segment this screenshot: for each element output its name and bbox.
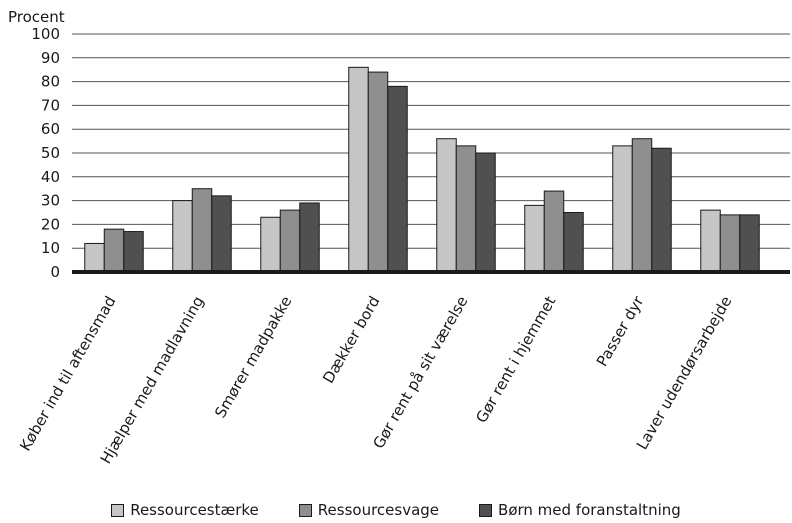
y-tick-label: 60: [41, 120, 60, 138]
bar: [563, 212, 584, 273]
category-label: Gør rent på sit værelse: [369, 293, 471, 452]
bars: [84, 66, 760, 273]
y-tick-label: 90: [41, 49, 60, 67]
y-axis-label: Procent: [8, 8, 65, 26]
legend-label: Ressourcestærke: [130, 501, 259, 519]
bar: [84, 242, 105, 273]
bar: [260, 216, 281, 273]
category-label: Passer dyr: [593, 292, 648, 369]
bar: [172, 200, 193, 273]
y-tick-label: 30: [41, 192, 60, 210]
legend: Ressourcestærke Ressourcesvage Børn med …: [0, 499, 792, 521]
y-tick-label: 50: [41, 144, 60, 162]
y-tick-label: 70: [41, 96, 60, 114]
category-label: Smører madpakke: [211, 293, 295, 421]
y-tick-label: 40: [41, 168, 60, 186]
bar: [123, 231, 144, 273]
bar: [367, 71, 389, 273]
y-tick-label: 20: [41, 215, 60, 233]
bar: [543, 190, 565, 273]
category-label: Dækker bord: [319, 293, 383, 386]
y-tick-label: 100: [31, 25, 60, 43]
category-label: Laver udendørsarbejde: [633, 293, 736, 453]
bar: [739, 214, 760, 273]
bar: [700, 209, 721, 273]
y-tick-label: 0: [50, 263, 60, 281]
legend-item-ressourcestaerke: Ressourcestærke: [111, 499, 259, 521]
bar: [211, 195, 232, 273]
y-tick-labels: 0 10 20 30 40 50 60 70 80 90 100: [31, 25, 60, 281]
legend-item-boern-med-foranstaltning: Børn med foranstaltning: [479, 499, 681, 521]
bar: [387, 85, 408, 273]
bar: [436, 138, 457, 273]
category-label: Gør rent i hjemmet: [472, 293, 559, 426]
category-label: Hjælper med madlavning: [97, 293, 208, 467]
bar: [651, 147, 672, 273]
bar: [475, 152, 496, 273]
bar: [279, 209, 301, 273]
legend-swatch: [111, 503, 125, 517]
legend-label: Ressourcesvage: [317, 501, 440, 519]
y-tick-label: 10: [41, 239, 60, 257]
category-label: Køber ind til aftensmad: [16, 293, 119, 454]
legend-swatch: [298, 503, 312, 517]
legend-swatch: [479, 503, 493, 517]
y-tick-label: 80: [41, 73, 60, 91]
bar: [719, 214, 741, 273]
bar: [191, 188, 213, 273]
legend-item-ressourcesvage: Ressourcesvage: [298, 499, 440, 521]
bar: [348, 66, 369, 273]
bar: [455, 145, 477, 273]
bar-chart: Procent 0 10 20 30 40 50 60 70 80 90 100 Køber ind…: [8, 8, 790, 467]
bar: [299, 202, 320, 273]
bar: [631, 138, 653, 273]
bar: [103, 228, 125, 273]
legend-label: Børn med foranstaltning: [498, 501, 681, 519]
bar: [612, 145, 633, 273]
bar: [524, 204, 545, 273]
